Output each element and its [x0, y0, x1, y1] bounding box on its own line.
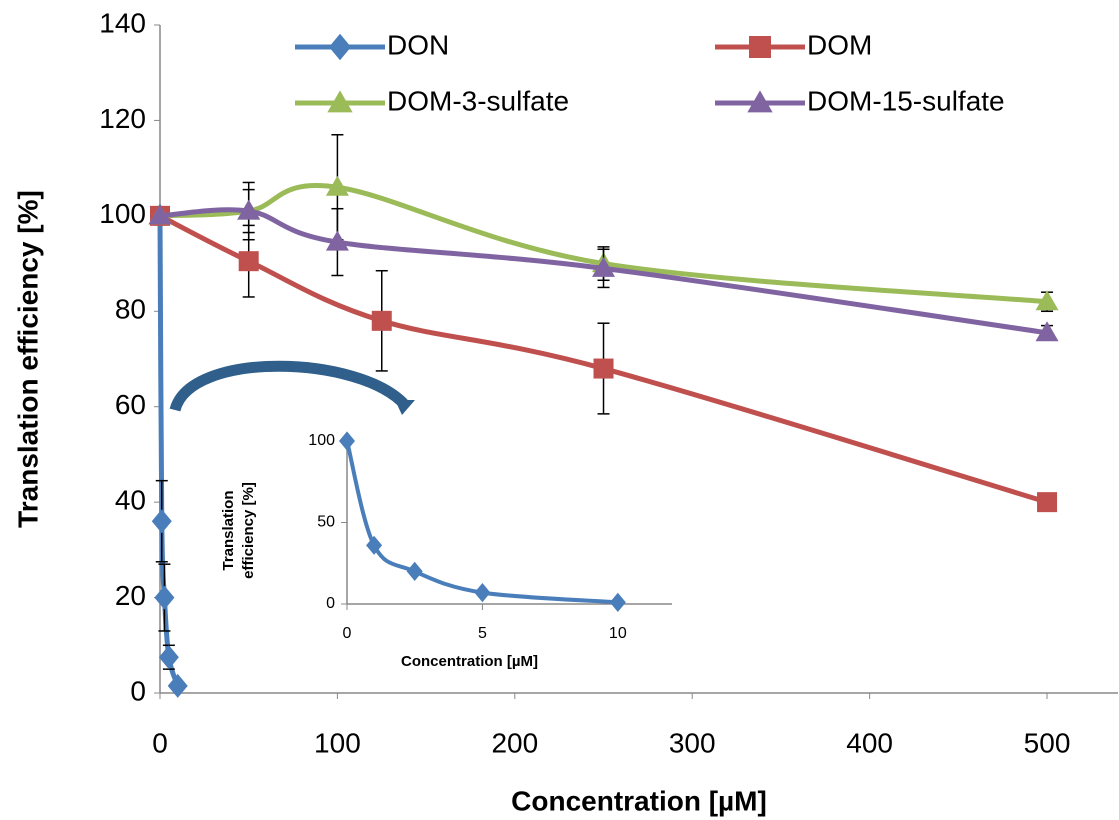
x-tick-label: 100 — [314, 727, 361, 758]
x-tick-label: 200 — [491, 727, 538, 758]
x-tick-label: 300 — [669, 727, 716, 758]
marker — [747, 90, 773, 113]
x-tick-label: 10 — [609, 625, 627, 642]
legend-label: DOM-3-sulfate — [387, 85, 569, 116]
y-axis-label: Translation efficiency [%] — [12, 190, 43, 528]
legend-label: DOM-15-sulfate — [807, 85, 1005, 116]
y-tick-label: 120 — [99, 103, 146, 134]
marker — [158, 645, 179, 670]
marker — [592, 256, 616, 277]
marker — [238, 251, 259, 272]
y-tick-label: 0 — [130, 675, 146, 706]
legend-item: DOM-3-sulfate — [295, 85, 569, 116]
x-tick-label: 0 — [343, 625, 352, 642]
y-tick-label: 100 — [308, 432, 335, 449]
x-tick-label: 5 — [478, 625, 487, 642]
y-axis-label: Translation — [220, 490, 237, 570]
legend-label: DOM — [807, 29, 872, 60]
y-tick-label: 80 — [115, 294, 146, 325]
marker — [1035, 321, 1059, 342]
y-axis-label: efficiency [%] — [240, 482, 257, 579]
marker — [609, 592, 626, 612]
marker — [1037, 492, 1058, 513]
x-tick-label: 500 — [1024, 727, 1071, 758]
marker — [371, 310, 392, 331]
marker — [148, 204, 172, 225]
legend-label: DON — [387, 29, 449, 60]
y-tick-label: 20 — [115, 580, 146, 611]
y-tick-label: 100 — [99, 198, 146, 229]
arrow-head — [395, 400, 415, 415]
marker — [749, 36, 771, 58]
series-line — [345, 440, 618, 605]
legend-item: DON — [295, 29, 449, 60]
marker — [237, 199, 261, 220]
marker — [154, 585, 175, 610]
marker — [593, 358, 614, 379]
legend-item: DOM — [715, 29, 872, 60]
x-axis-label: Concentration [µM] — [511, 785, 767, 816]
marker — [406, 561, 423, 581]
arrow — [169, 360, 410, 412]
y-tick-label: 0 — [326, 595, 335, 612]
y-tick-label: 60 — [115, 389, 146, 420]
marker — [366, 535, 383, 555]
marker — [325, 230, 349, 251]
marker — [339, 431, 355, 451]
marker — [327, 90, 353, 113]
x-axis-label: Concentration [µM] — [401, 653, 538, 670]
marker — [151, 509, 172, 534]
x-tick-label: 0 — [152, 727, 168, 758]
y-tick-label: 40 — [115, 485, 146, 516]
y-tick-label: 140 — [99, 7, 146, 38]
marker — [474, 582, 491, 603]
series-line — [157, 215, 181, 687]
inset-chart: 0 50 100 0 5 10 Concentration [µM] Translation e… — [220, 431, 672, 670]
marker — [325, 175, 349, 196]
marker — [1035, 290, 1059, 311]
y-tick-label: 50 — [317, 514, 335, 531]
legend-item: DOM-15-sulfate — [715, 85, 1005, 116]
x-tick-label: 400 — [846, 727, 893, 758]
marker — [329, 33, 351, 61]
marker — [167, 673, 188, 698]
